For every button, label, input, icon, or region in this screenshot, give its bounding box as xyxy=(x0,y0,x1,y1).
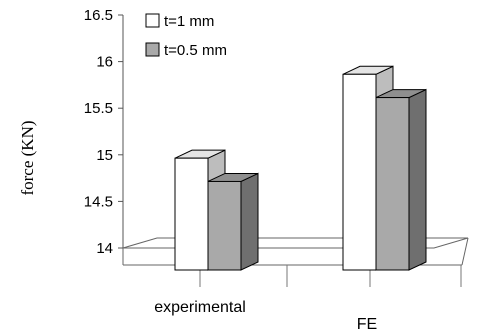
legend: t=1 mm t=0.5 mm xyxy=(145,13,227,59)
bar-front xyxy=(342,73,377,271)
category-label: experimental xyxy=(154,299,246,316)
category-labels: experimental FE xyxy=(154,299,377,332)
y-tick-label: 14 xyxy=(96,240,113,257)
y-tick-labels: 14 14.5 15 15.5 16 16.5 xyxy=(84,7,123,257)
bar-FE-t=0.5 mm xyxy=(375,88,427,271)
floor-edge-right xyxy=(461,237,469,266)
bar-experimental-t=0.5 mm xyxy=(207,172,259,271)
bar-side xyxy=(240,172,259,271)
y-tick-label: 15.5 xyxy=(84,100,113,117)
bar-front xyxy=(207,180,242,271)
y-tick-label: 15 xyxy=(96,147,113,164)
bars xyxy=(174,65,427,271)
bar-front xyxy=(375,97,410,271)
y-tick-label: 14.5 xyxy=(84,193,113,210)
y-tick-label: 16.5 xyxy=(84,7,113,24)
category-label: FE xyxy=(357,316,377,332)
legend-label: t=0.5 mm xyxy=(164,42,227,59)
y-axis-label: force (KN) xyxy=(18,120,37,195)
legend-swatch xyxy=(145,42,160,57)
y-tick-label: 16 xyxy=(96,54,113,71)
bar-front xyxy=(174,157,209,271)
bar-side xyxy=(408,88,427,271)
legend-swatch xyxy=(145,13,160,28)
legend-label: t=1 mm xyxy=(164,13,214,30)
